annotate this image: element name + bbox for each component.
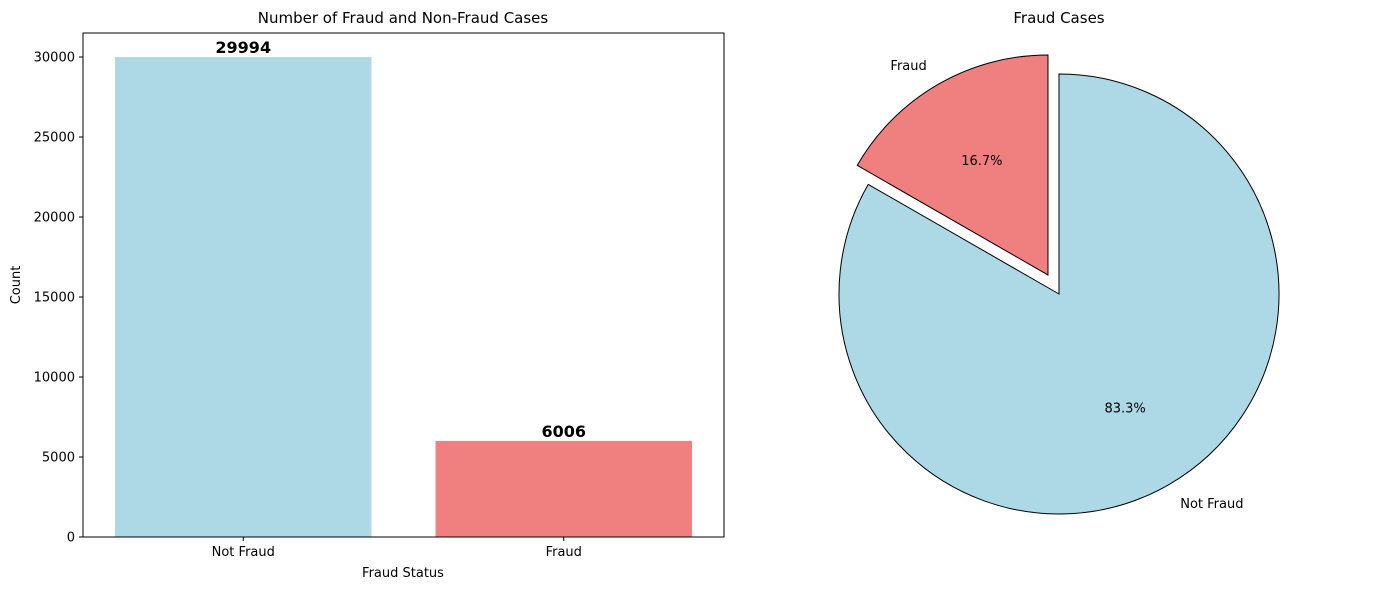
pie-percent-label: 83.3% <box>1104 402 1145 417</box>
y-axis-label: Count <box>9 266 24 305</box>
bar-value-label: 29994 <box>215 38 271 57</box>
bar-not-fraud <box>115 57 372 537</box>
y-axis-ticks: 0 5000 10000 15000 20000 25000 30000 <box>34 51 83 546</box>
bar-fraud <box>435 440 692 537</box>
x-axis-ticks: Not Fraud Fraud <box>212 537 582 560</box>
x-tick-label: Fraud <box>546 545 582 560</box>
pie-percent-label: 16.7% <box>961 154 1002 169</box>
pie-marks: Fraud 16.7% Not Fraud 83.3% <box>838 54 1280 515</box>
pie-chart: Fraud Cases Fraud 16.7% Not Fraud 83.3% <box>838 9 1280 515</box>
bar-chart-title: Number of Fraud and Non-Fraud Cases <box>258 9 549 27</box>
pie-slice-fraud <box>856 54 1049 276</box>
pie-slice-label: Fraud <box>890 59 926 74</box>
y-tick-label: 15000 <box>34 291 75 306</box>
y-tick-label: 10000 <box>34 371 75 386</box>
bar-chart: Number of Fraud and Non-Fraud Cases 2999… <box>9 9 725 581</box>
pie-chart-title: Fraud Cases <box>1013 9 1104 27</box>
y-tick-label: 5000 <box>42 451 75 466</box>
y-tick-label: 0 <box>67 531 75 546</box>
y-tick-label: 25000 <box>34 131 75 146</box>
pie-slice-not-fraud <box>838 73 1280 515</box>
bar-value-label: 6006 <box>541 422 586 441</box>
bar-plot-frame <box>82 32 725 538</box>
bar-marks: 29994 6006 <box>115 38 692 537</box>
x-tick-label: Not Fraud <box>212 545 275 560</box>
pie-slice-label: Not Fraud <box>1180 497 1243 512</box>
y-tick-label: 30000 <box>34 51 75 66</box>
y-tick-label: 20000 <box>34 211 75 226</box>
x-axis-label: Fraud Status <box>362 566 444 581</box>
